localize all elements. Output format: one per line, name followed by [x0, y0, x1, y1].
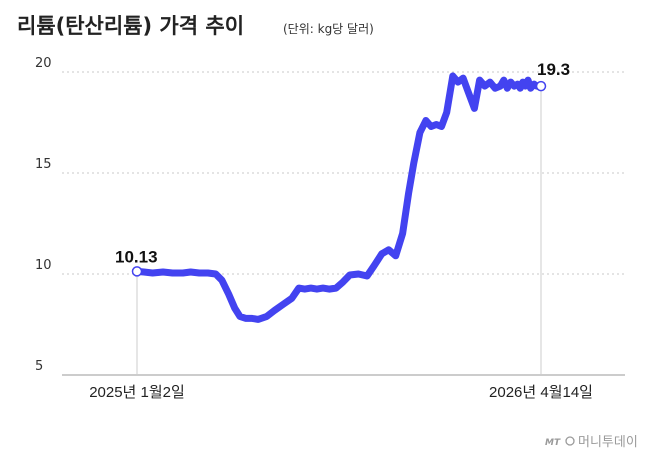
series-line: [133, 72, 545, 323]
x-tick-label-end: 2026년 4월14일: [489, 384, 593, 401]
y-tick-label: 5: [35, 359, 43, 374]
watermark: MT 머니투데이: [545, 435, 638, 450]
end-value-label: 19.3: [537, 60, 570, 79]
start-value-label: 10.13: [115, 247, 158, 266]
watermark-text: 머니투데이: [578, 435, 638, 450]
watermark-icon: [565, 436, 575, 446]
y-axis-ticks: 5 10 15 20: [35, 56, 52, 374]
y-tick-label: 10: [35, 258, 52, 273]
watermark-mark: MT: [545, 438, 561, 448]
grid: [62, 71, 625, 275]
end-point-marker: [535, 80, 547, 92]
unit-label: (단위: kg당 달러): [283, 22, 374, 36]
chart-title: 리튬(탄산리튬) 가격 추이: [17, 14, 244, 38]
y-tick-label: 15: [35, 157, 52, 172]
start-point-marker: [131, 266, 143, 277]
x-tick-label-start: 2025년 1월2일: [89, 384, 185, 401]
y-tick-label: 20: [35, 56, 52, 71]
